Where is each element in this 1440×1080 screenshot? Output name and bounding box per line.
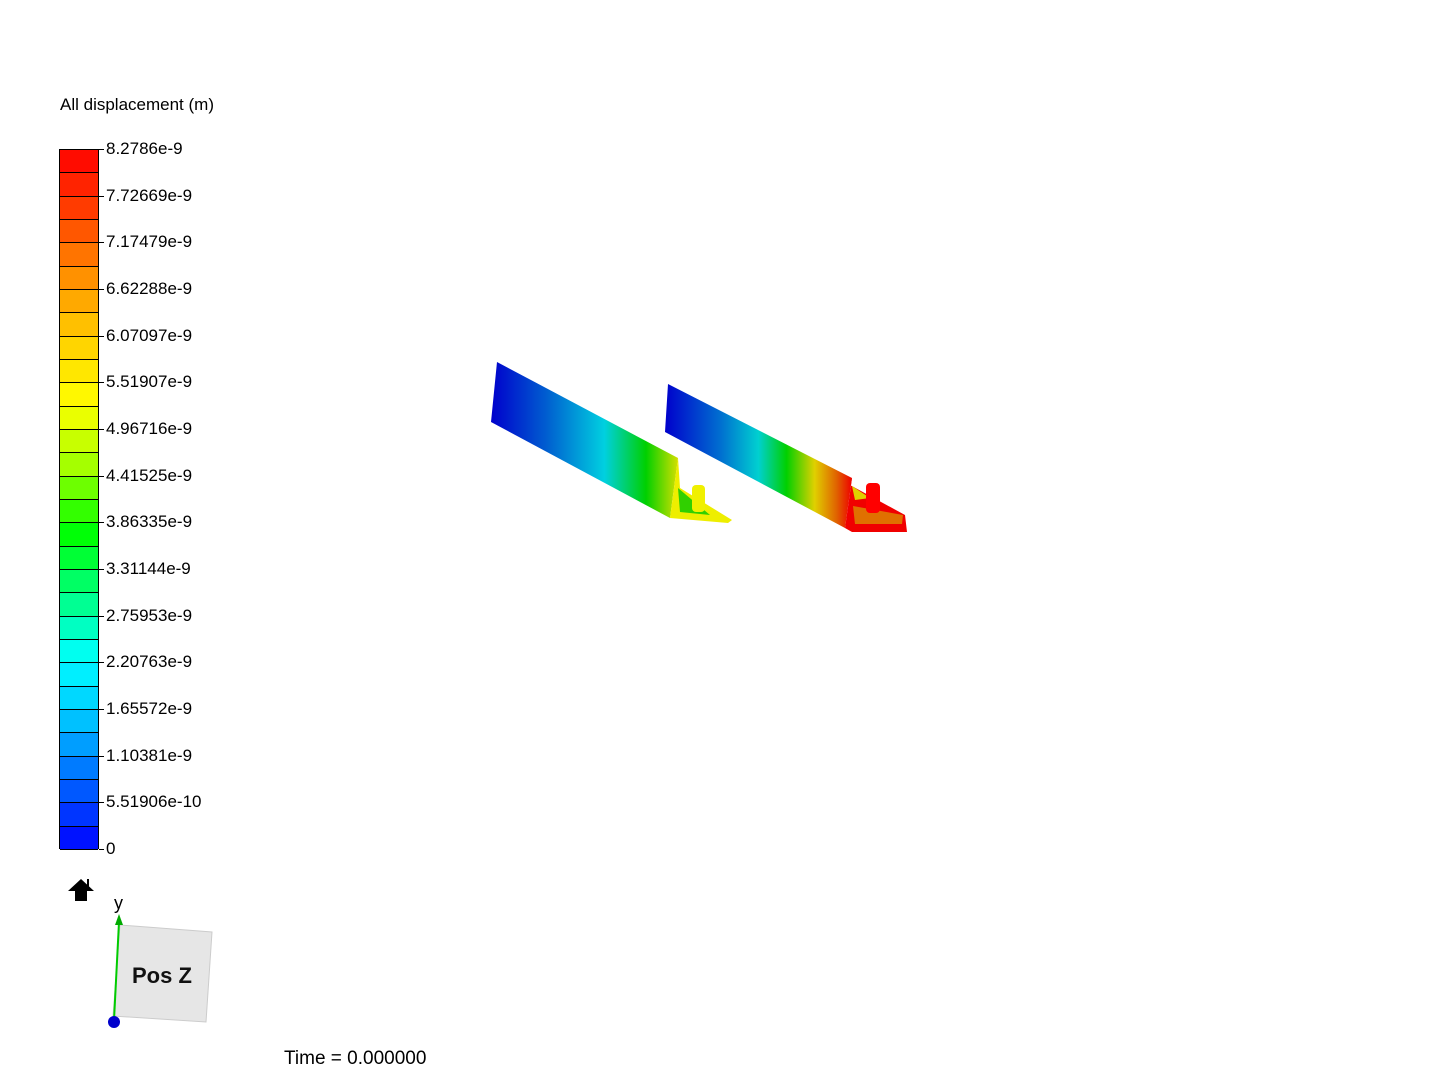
color-band (60, 500, 98, 524)
color-band (60, 220, 98, 244)
color-band (60, 780, 98, 804)
color-bar (59, 149, 99, 850)
part-right (665, 384, 907, 532)
color-band (60, 360, 98, 384)
tick-mark (99, 849, 104, 850)
color-band (60, 593, 98, 617)
color-band (60, 803, 98, 827)
tick-mark (99, 802, 104, 804)
color-band (60, 406, 98, 430)
color-band (60, 710, 98, 734)
tick-label: 1.10381e-9 (106, 745, 193, 765)
tick-mark (99, 335, 104, 337)
tick-label: 2.75953e-9 (106, 605, 193, 625)
color-band (60, 290, 98, 314)
tick-mark (99, 475, 104, 477)
color-band (60, 453, 98, 477)
color-band (60, 196, 98, 220)
tick-mark (99, 149, 104, 150)
origin-dot (108, 1016, 120, 1028)
color-band (60, 243, 98, 267)
color-band (60, 640, 98, 664)
color-band (60, 826, 98, 850)
tick-mark (99, 195, 104, 197)
color-band (60, 476, 98, 500)
home-button[interactable] (66, 878, 96, 904)
color-band (60, 430, 98, 454)
legend-title: All displacement (m) (60, 95, 214, 114)
color-band (60, 570, 98, 594)
color-band (60, 523, 98, 547)
home-icon (68, 879, 94, 901)
color-band (60, 173, 98, 197)
tick-mark (99, 522, 104, 524)
tick-label: 0 (106, 839, 116, 858)
color-band (60, 756, 98, 780)
tick-label: 6.07097e-9 (106, 325, 193, 345)
y-axis-label: y (114, 893, 123, 913)
tick-mark (99, 755, 104, 757)
tick-label: 8.2786e-9 (106, 139, 183, 158)
color-band (60, 313, 98, 337)
color-band (60, 150, 98, 174)
color-band (60, 336, 98, 360)
color-band (60, 266, 98, 290)
tick-label: 4.96716e-9 (106, 419, 193, 438)
tick-mark (99, 429, 104, 430)
tick-label: 7.17479e-9 (106, 232, 193, 252)
tick-label: 3.86335e-9 (106, 512, 193, 532)
tick-label: 5.51906e-10 (106, 792, 202, 812)
tick-mark (99, 242, 104, 244)
tick-mark (99, 569, 104, 570)
tick-mark (99, 382, 104, 384)
orientation-label: Pos Z (132, 963, 192, 988)
tick-label: 2.20763e-9 (106, 652, 193, 672)
tick-label: 1.65572e-9 (106, 699, 193, 718)
color-band (60, 686, 98, 710)
tick-label: 6.62288e-9 (106, 279, 193, 298)
orientation-widget[interactable]: Pos Z y (100, 890, 230, 1040)
color-band (60, 383, 98, 407)
part-left (491, 362, 732, 523)
tick-label: 5.51907e-9 (106, 372, 193, 392)
y-axis-line (113, 921, 120, 1021)
tick-label: 3.31144e-9 (106, 559, 191, 578)
tick-label: 4.41525e-9 (106, 465, 193, 485)
tick-mark (99, 662, 104, 664)
tick-label: 7.72669e-9 (106, 185, 193, 205)
time-label: Time = 0.000000 (284, 1048, 427, 1069)
tick-mark (99, 709, 104, 710)
color-band (60, 733, 98, 757)
tick-mark (99, 289, 104, 290)
color-band (60, 546, 98, 570)
color-band (60, 616, 98, 640)
color-band (60, 663, 98, 687)
y-axis-arrow-icon (115, 914, 123, 925)
tick-mark (99, 615, 104, 617)
